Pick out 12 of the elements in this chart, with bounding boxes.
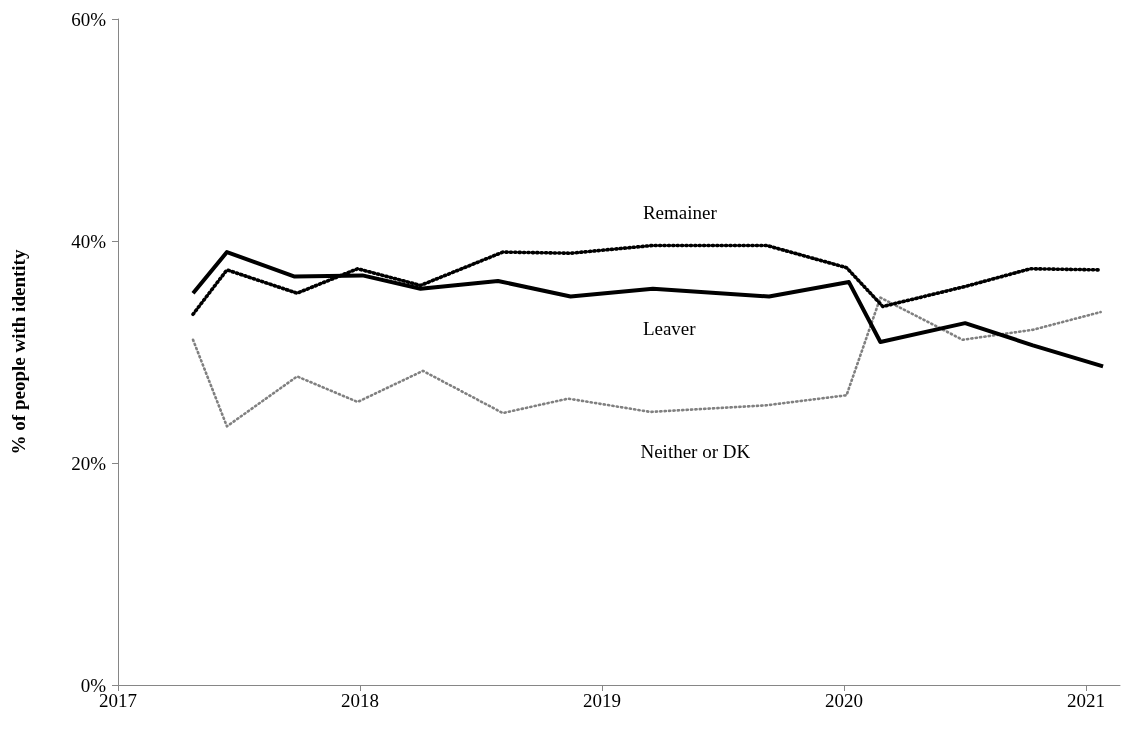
line-series <box>191 296 1102 428</box>
series-label: Neither or DK <box>640 440 751 462</box>
y-tick-label: 40% <box>71 230 107 252</box>
y-axis-title: % of people with identity <box>8 249 29 455</box>
y-tick-label: 60% <box>71 8 107 30</box>
y-tick-label: 20% <box>71 452 107 474</box>
x-tick-label: 2019 <box>583 690 622 711</box>
x-tick-label: 2021 <box>1067 690 1106 711</box>
x-tick-label: 2018 <box>341 690 380 711</box>
series-label: Remainer <box>642 202 718 224</box>
series-label: Leaver <box>642 317 697 339</box>
x-tick-label: 2020 <box>825 690 864 711</box>
